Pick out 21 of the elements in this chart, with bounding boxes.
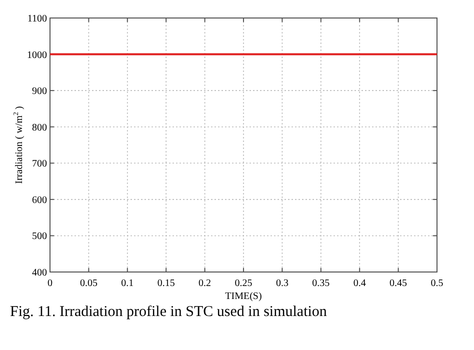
x-tick-label: 0.45: [390, 278, 408, 289]
x-tick-label: 0.3: [276, 278, 288, 289]
x-tick-label: 0.15: [157, 278, 175, 289]
x-tick-label: 0.4: [353, 278, 366, 289]
y-tick-label: 600: [32, 194, 47, 206]
y-tick-label: 400: [32, 268, 47, 278]
caption: Fig. 11. Irradiation profile in STC used in simulation: [10, 304, 328, 320]
x-tick-label: 0: [48, 278, 52, 289]
x-tick-label: 0.25: [234, 278, 252, 289]
y-tick-label: 1100: [27, 14, 47, 24]
y-tick-label: 1000: [27, 50, 47, 61]
x-tick-label: 0.35: [312, 278, 330, 289]
y-tick-label: 800: [32, 122, 47, 134]
y-tick-label: 700: [32, 158, 47, 170]
y-tick-label: 500: [32, 231, 47, 242]
x-tick-label: 0.05: [80, 278, 98, 289]
x-axis-title: TIME(S): [225, 291, 262, 302]
x-tick-label: 0.2: [198, 278, 212, 289]
x-tick-label: 0.5: [430, 278, 444, 289]
y-tick-label: 900: [32, 86, 47, 98]
x-tick-label: 0.1: [121, 278, 134, 289]
